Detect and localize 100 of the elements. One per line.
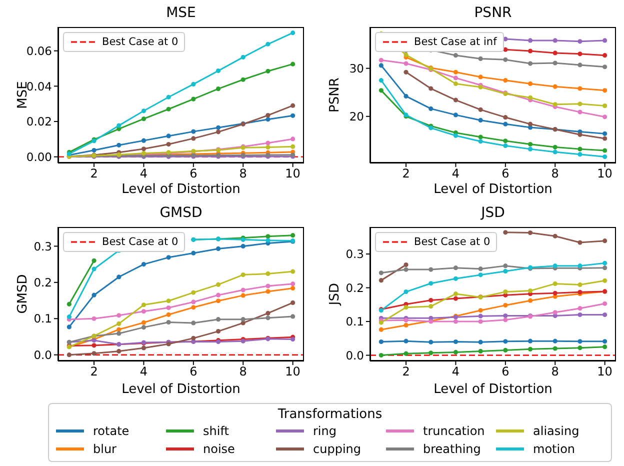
- point: [528, 346, 533, 352]
- point: [378, 270, 384, 276]
- y-tick-label: 0.02: [26, 114, 52, 129]
- point: [528, 338, 533, 344]
- point: [266, 316, 270, 320]
- x-tick-label: 10: [285, 364, 300, 379]
- point: [141, 146, 146, 152]
- point: [552, 346, 558, 351]
- point: [453, 296, 458, 301]
- point: [578, 152, 582, 157]
- point: [191, 305, 196, 310]
- y-tick-label: 0.00: [26, 150, 52, 164]
- point: [191, 290, 196, 295]
- y-axis-title: JSD: [328, 282, 343, 306]
- point: [528, 230, 533, 236]
- point: [428, 298, 434, 303]
- point: [478, 340, 483, 344]
- x-tick-label: 8: [239, 364, 247, 379]
- point: [216, 292, 221, 298]
- point: [191, 336, 196, 340]
- point: [528, 61, 533, 66]
- point: [503, 115, 508, 120]
- point: [528, 298, 533, 303]
- point: [141, 138, 146, 143]
- point: [92, 148, 96, 153]
- point: [578, 62, 582, 68]
- legend-box: Best Case at 0: [375, 232, 498, 252]
- point: [578, 102, 582, 106]
- point: [191, 250, 196, 256]
- point: [602, 260, 608, 266]
- point: [66, 302, 72, 306]
- point: [266, 289, 270, 294]
- point: [240, 288, 246, 292]
- point: [191, 96, 196, 102]
- point: [552, 150, 558, 154]
- point: [578, 346, 582, 350]
- point: [66, 314, 72, 320]
- point: [290, 269, 296, 274]
- point: [404, 351, 408, 356]
- point: [116, 274, 122, 280]
- point: [266, 234, 270, 239]
- point: [378, 278, 384, 283]
- point: [528, 95, 533, 100]
- point: [528, 38, 533, 43]
- y-tick-label: 0.1: [34, 312, 52, 326]
- point: [404, 290, 408, 294]
- point: [602, 53, 608, 58]
- point: [453, 133, 458, 138]
- point: [478, 308, 483, 313]
- chart-title: MSE: [165, 5, 197, 21]
- point: [602, 64, 608, 70]
- point: [191, 129, 196, 134]
- legend-label: Best Case at 0: [102, 36, 178, 48]
- x-tick-label: 10: [285, 166, 300, 181]
- point: [216, 329, 221, 334]
- y-axis-title: PSNR: [328, 78, 343, 112]
- legend-box: Best Case at 0: [63, 232, 186, 252]
- point: [453, 276, 458, 281]
- point: [290, 62, 296, 66]
- point: [602, 148, 608, 153]
- y-tick-label: 0.04: [26, 79, 52, 94]
- point: [478, 266, 483, 272]
- x-tick-label: 4: [452, 364, 460, 379]
- point: [428, 281, 434, 286]
- point: [428, 106, 434, 111]
- legend-label: ring: [313, 424, 336, 438]
- chart-title: PSNR: [473, 5, 513, 21]
- point: [602, 266, 608, 270]
- point: [92, 292, 96, 298]
- point: [528, 142, 533, 147]
- point: [240, 272, 246, 278]
- point: [166, 134, 171, 138]
- y-tick-label: 30: [349, 61, 364, 76]
- point: [66, 352, 72, 358]
- point: [216, 298, 221, 304]
- point: [578, 52, 582, 56]
- point: [116, 123, 122, 128]
- legend-label: cupping: [313, 442, 361, 456]
- point: [290, 103, 296, 108]
- point: [528, 81, 533, 86]
- point: [240, 77, 246, 82]
- point: [453, 292, 458, 296]
- point: [578, 240, 582, 245]
- point: [266, 271, 270, 276]
- point: [166, 298, 171, 304]
- point: [378, 352, 384, 358]
- point: [404, 52, 408, 58]
- point: [166, 312, 171, 317]
- point: [503, 57, 508, 62]
- point: [453, 81, 458, 86]
- point: [453, 98, 458, 102]
- point: [290, 282, 296, 286]
- point: [216, 130, 221, 134]
- point: [453, 112, 458, 118]
- x-axis-title: Level of Distortion: [434, 382, 552, 397]
- point: [428, 86, 434, 91]
- point: [266, 144, 270, 150]
- point: [240, 54, 246, 60]
- point: [216, 317, 221, 322]
- point: [578, 39, 582, 44]
